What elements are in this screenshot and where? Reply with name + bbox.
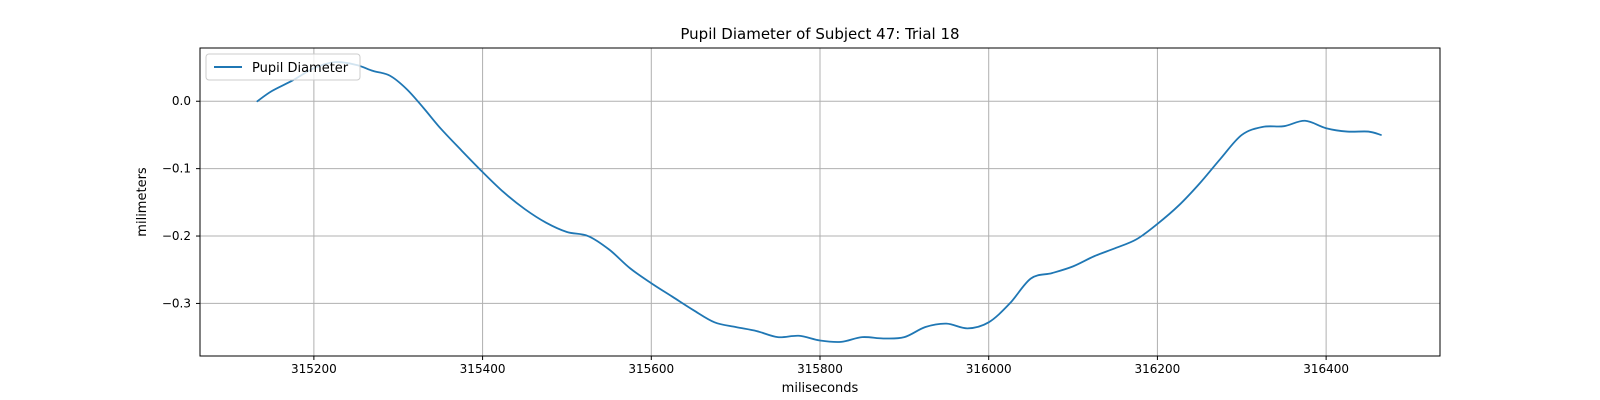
y-axis-label: milimeters	[135, 167, 150, 237]
legend-label-pupil-diameter: Pupil Diameter	[252, 61, 349, 76]
legend: Pupil Diameter	[205, 53, 361, 81]
y-tick-label: −0.1	[162, 162, 191, 176]
x-tick-label: 316400	[1303, 362, 1349, 376]
x-tick-label: 315600	[628, 362, 674, 376]
x-tick-label: 315800	[797, 362, 843, 376]
x-tick-label: 316000	[966, 362, 1012, 376]
y-tick-label: −0.2	[162, 229, 191, 243]
x-tick-label: 315200	[291, 362, 337, 376]
x-tick-label: 316200	[1135, 362, 1181, 376]
tick-layer: 315200 315400 315600 315800 316000 316200 3164…	[162, 94, 1349, 376]
grid-layer	[200, 48, 1440, 356]
series-layer	[256, 61, 1382, 343]
y-tick-label: 0.0	[172, 94, 191, 108]
series-line-pupil-diameter	[256, 61, 1382, 343]
legend-box	[205, 53, 361, 81]
x-axis-label: miliseconds	[782, 381, 859, 396]
x-tick-label: 315400	[460, 362, 506, 376]
y-tick-label: −0.3	[162, 296, 191, 310]
chart-title: Pupil Diameter of Subject 47: Trial 18	[680, 25, 959, 43]
